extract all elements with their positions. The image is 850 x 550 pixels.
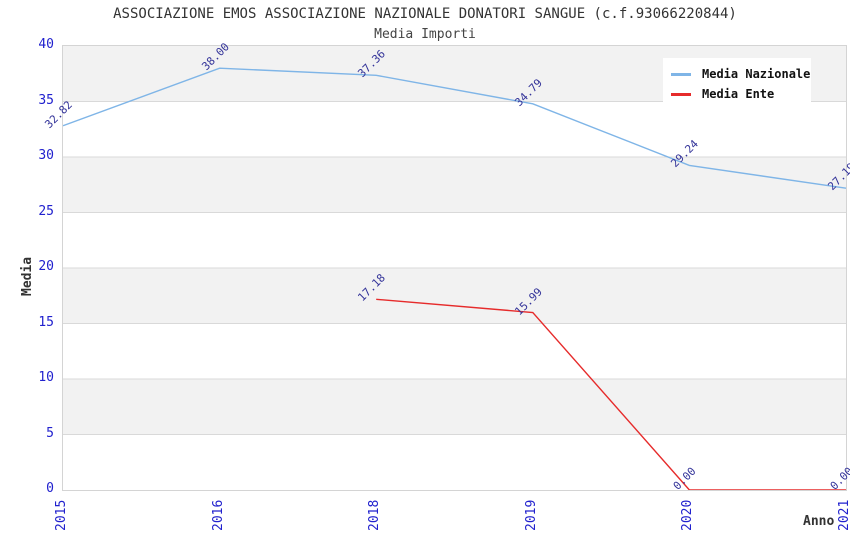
plot-band	[63, 212, 846, 268]
plot-band	[63, 379, 846, 435]
y-tick-label: 30	[38, 148, 54, 163]
x-tick-label: 2018	[367, 499, 383, 531]
y-tick-label: 15	[38, 314, 54, 330]
x-tick-label: 2021	[837, 499, 850, 531]
plot-band	[63, 157, 846, 213]
plot-band	[63, 434, 846, 490]
x-tick-label: 2020	[680, 499, 696, 531]
media-nazionale-line-swatch-icon	[671, 72, 691, 76]
legend-label: Media Ente	[702, 87, 775, 101]
series-line-media-ente	[376, 298, 846, 490]
plot-band	[63, 323, 846, 379]
y-tick-label: 40	[38, 37, 54, 52]
y-tick-label: 20	[38, 259, 54, 274]
series-line-media-nazionale	[63, 67, 846, 189]
x-axis-title: Anno	[803, 514, 835, 529]
plot-area	[62, 45, 847, 491]
y-tick-label: 25	[38, 203, 54, 219]
x-tick-label: 2015	[54, 499, 69, 531]
y-tick-label: 5	[46, 425, 54, 441]
y-tick-label: 35	[38, 92, 54, 108]
y-tick-label: 0	[46, 481, 54, 496]
media-ente-line-swatch-icon	[671, 92, 691, 96]
plot-band	[63, 268, 846, 324]
y-axis-title: Media	[20, 256, 35, 296]
y-tick-label: 10	[38, 370, 54, 385]
plot-band	[63, 101, 846, 157]
legend: Media Nazionale Media Ente	[663, 58, 811, 110]
legend-label: Media Nazionale	[702, 67, 811, 81]
chart-subtitle: Media Importi	[374, 27, 476, 42]
x-tick-label: 2019	[523, 499, 539, 531]
legend-item-media-ente: Media Ente	[671, 84, 803, 104]
legend-item-media-nazionale: Media Nazionale	[671, 64, 810, 84]
chart-lines-canvas	[63, 46, 846, 490]
x-tick-label: 2016	[210, 499, 226, 531]
chart-title: ASSOCIAZIONE EMOS ASSOCIAZIONE NAZIONALE…	[113, 6, 737, 22]
